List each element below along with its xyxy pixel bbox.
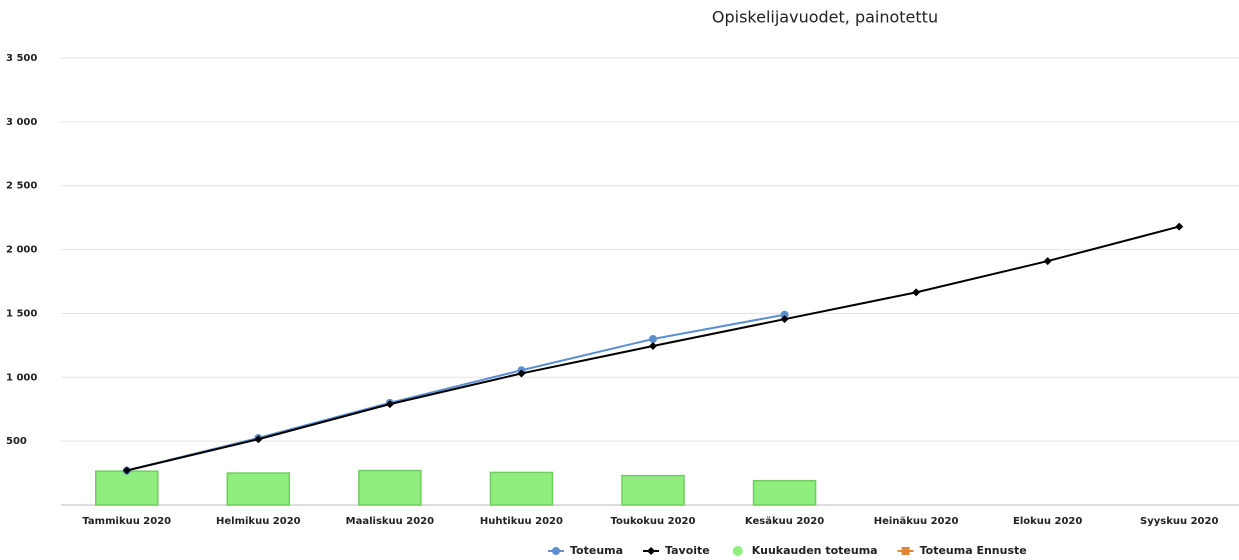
point [780,310,789,319]
point [1175,222,1184,231]
x-tick-label: Syyskuu 2020 [1140,516,1218,527]
point [649,334,657,343]
bar [358,469,422,506]
point [385,400,394,409]
y-tick-label: 500 [6,436,27,447]
legend-label: Kuukauden toteuma [752,544,878,557]
legend-label: Tavoite [665,544,710,557]
y-tick-label: 3 000 [6,117,37,128]
point [780,315,789,324]
y-tick-label: 2 500 [6,181,37,192]
point [901,547,910,555]
bar [95,470,159,506]
legend-label: Toteuma Ennuste [920,544,1027,557]
x-tick-label: Heinäkuu 2020 [874,516,959,527]
x-tick-label: Elokuu 2020 [1013,516,1082,527]
point [649,341,657,350]
x-tick-label: Huhtikuu 2020 [480,516,563,527]
point [254,435,263,444]
y-tick-label: 2 000 [6,245,37,256]
point [122,466,131,475]
point [517,369,526,378]
x-tick-label: Tammikuu 2020 [82,516,171,527]
point [1043,257,1052,266]
y-tick-label: 1 000 [6,372,37,383]
y-tick-label: 3 500 [6,53,37,64]
legend-symbol [732,546,743,556]
line [126,313,785,472]
point [552,547,560,555]
bar [489,471,554,506]
legend-label: Toteuma [570,544,623,557]
bar [752,479,817,506]
y-tick-label: 1 500 [6,308,37,319]
bar [621,474,685,506]
x-tick-label: Helmikuu 2020 [216,516,301,527]
x-tick-label: Maaliskuu 2020 [346,516,434,527]
x-tick-label: Kesäkuu 2020 [745,516,824,527]
chart-title: Opiskelijavuodet, painotettu [712,8,938,27]
point [647,547,656,555]
point [912,288,921,297]
bar [226,472,291,506]
x-tick-label: Toukokuu 2020 [611,516,696,527]
